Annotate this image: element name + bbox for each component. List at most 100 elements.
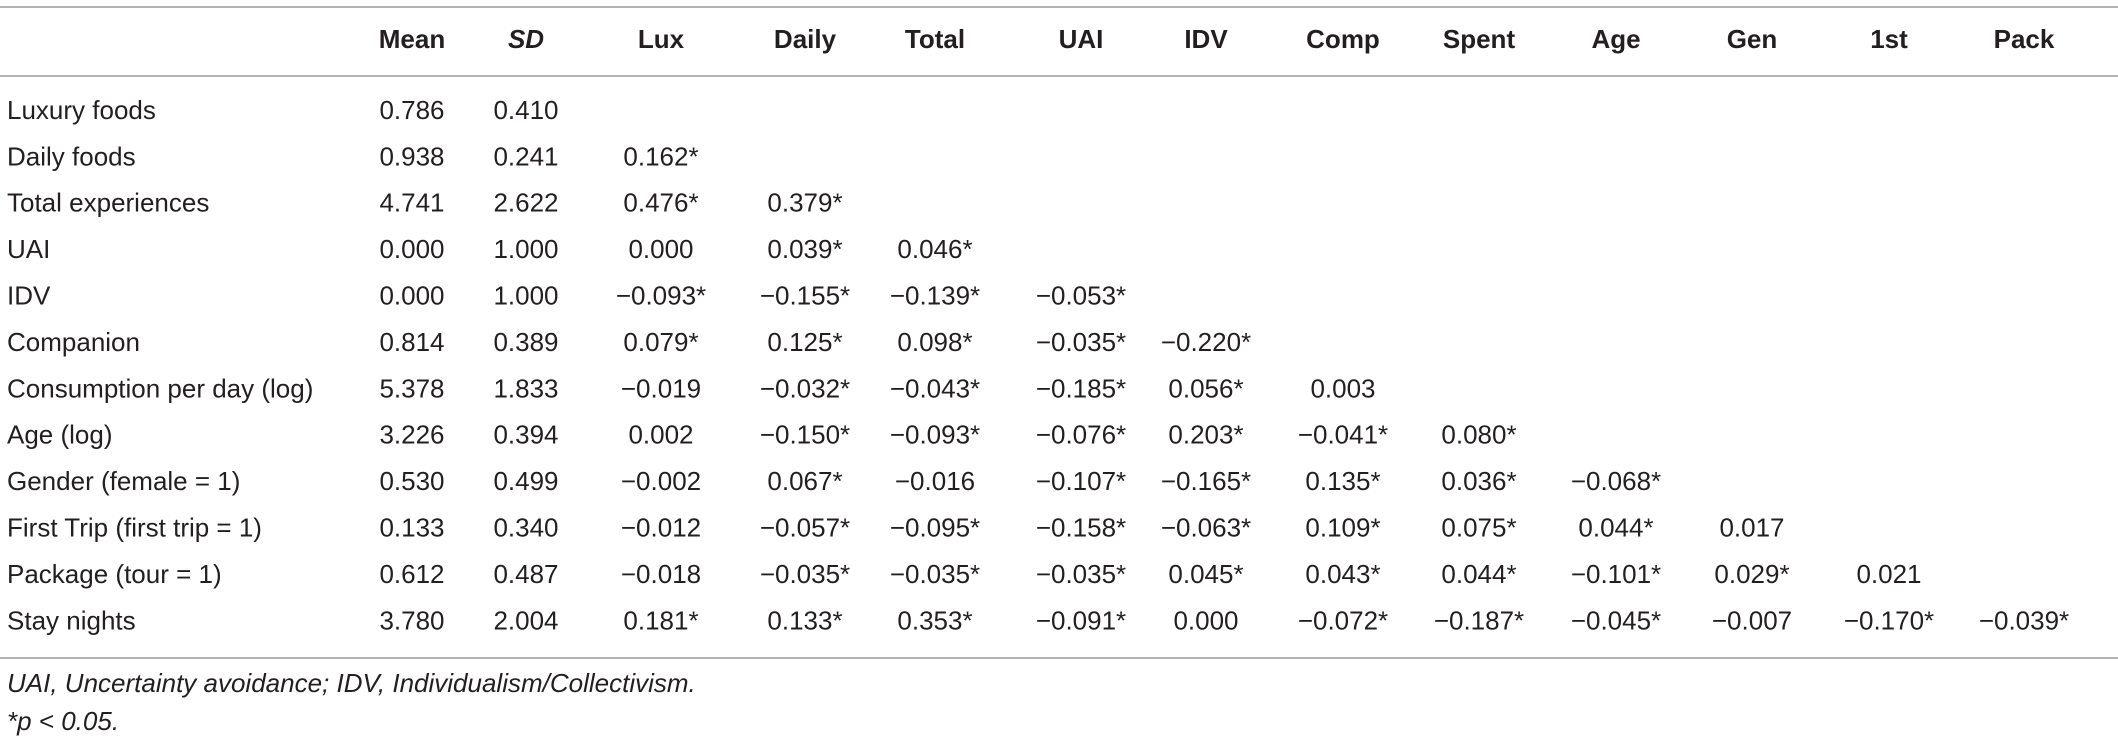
table-cell: 0.162* — [623, 141, 698, 171]
table-cell: 0.046* — [897, 234, 972, 264]
row-label: Total experiences — [7, 188, 209, 218]
table-cell: 0.000 — [379, 234, 444, 264]
row-label: First Trip (first trip = 1) — [7, 512, 262, 542]
row-label: Stay nights — [7, 605, 136, 635]
table-cell: 1.000 — [493, 280, 558, 310]
table-cell: 0.002 — [628, 420, 693, 450]
table-cell: 0.029* — [1714, 559, 1789, 589]
column-header: Comp — [1306, 24, 1380, 54]
table-cell: −0.035* — [1036, 559, 1126, 589]
table-cell: 0.499 — [493, 466, 558, 496]
column-header: Daily — [774, 24, 837, 54]
table-cell: −0.035* — [1036, 327, 1126, 357]
table-cell: −0.093* — [890, 420, 980, 450]
table-cell: −0.076* — [1036, 420, 1126, 450]
table-cell: 0.476* — [623, 188, 698, 218]
table-cell: −0.063* — [1161, 512, 1251, 542]
table-cell: 2.004 — [493, 605, 558, 635]
table-cell: 0.045* — [1168, 559, 1243, 589]
row-label: UAI — [7, 234, 50, 264]
table-cell: 0.036* — [1441, 466, 1516, 496]
table-cell: −0.093* — [616, 280, 706, 310]
table-cell: −0.187* — [1434, 605, 1524, 635]
table-cell: −0.101* — [1571, 559, 1661, 589]
table-cell: −0.016 — [895, 466, 975, 496]
row-label: IDV — [7, 280, 51, 310]
row-label: Age (log) — [7, 420, 113, 450]
column-header: SD — [508, 24, 544, 54]
table-cell: 0.000 — [628, 234, 693, 264]
table-cell: −0.091* — [1036, 605, 1126, 635]
column-header: Age — [1591, 24, 1640, 54]
table-cell: −0.107* — [1036, 466, 1126, 496]
row-label: Daily foods — [7, 141, 136, 171]
table-cell: −0.043* — [890, 373, 980, 403]
column-header: Spent — [1443, 24, 1516, 54]
table-cell: 4.741 — [379, 188, 444, 218]
column-header: UAI — [1059, 24, 1104, 54]
table-cell: 0.389 — [493, 327, 558, 357]
table-cell: 0.938 — [379, 141, 444, 171]
table-cell: 0.039* — [767, 234, 842, 264]
row-label: Consumption per day (log) — [7, 373, 313, 403]
table-cell: 0.203* — [1168, 420, 1243, 450]
table-cell: −0.018 — [621, 559, 701, 589]
table-cell: −0.007 — [1712, 605, 1792, 635]
table-cell: 1.000 — [493, 234, 558, 264]
table-cell: 0.043* — [1305, 559, 1380, 589]
footnote: UAI, Uncertainty avoidance; IDV, Individ… — [7, 668, 696, 698]
table-cell: 0.021 — [1856, 559, 1921, 589]
column-header: 1st — [1870, 24, 1908, 54]
column-header: Lux — [638, 24, 685, 54]
table-cell: 0.487 — [493, 559, 558, 589]
table-cell: −0.185* — [1036, 373, 1126, 403]
table-cell: 0.080* — [1441, 420, 1516, 450]
table-cell: 0.056* — [1168, 373, 1243, 403]
table-cell: 0.067* — [767, 466, 842, 496]
row-label: Package (tour = 1) — [7, 559, 222, 589]
table-cell: 3.780 — [379, 605, 444, 635]
table-cell: 0.003 — [1310, 373, 1375, 403]
table-cell: 0.135* — [1305, 466, 1380, 496]
table-cell: −0.150* — [760, 420, 850, 450]
table-cell: 0.814 — [379, 327, 444, 357]
table-cell: −0.039* — [1979, 605, 2069, 635]
table-cell: −0.155* — [760, 280, 850, 310]
table-cell: 0.181* — [623, 605, 698, 635]
table-cell: 3.226 — [379, 420, 444, 450]
table-cell: 0.394 — [493, 420, 558, 450]
table-cell: −0.139* — [890, 280, 980, 310]
column-header: Gen — [1727, 24, 1778, 54]
table-cell: 0.340 — [493, 512, 558, 542]
table-cell: −0.045* — [1571, 605, 1661, 635]
table-cell: 0.000 — [379, 280, 444, 310]
table-cell: 0.098* — [897, 327, 972, 357]
table-cell: 0.000 — [1173, 605, 1238, 635]
table-cell: −0.032* — [760, 373, 850, 403]
table-cell: 0.410 — [493, 95, 558, 125]
table-cell: −0.012 — [621, 512, 701, 542]
table-cell: 0.353* — [897, 605, 972, 635]
table-cell: −0.095* — [890, 512, 980, 542]
table-cell: 0.133* — [767, 605, 842, 635]
table-cell: −0.035* — [890, 559, 980, 589]
table-cell: −0.158* — [1036, 512, 1126, 542]
table-cell: 5.378 — [379, 373, 444, 403]
row-label: Gender (female = 1) — [7, 466, 240, 496]
column-header: Total — [905, 24, 965, 54]
table-cell: 0.530 — [379, 466, 444, 496]
table-cell: 0.125* — [767, 327, 842, 357]
table-cell: −0.053* — [1036, 280, 1126, 310]
table-cell: −0.057* — [760, 512, 850, 542]
table-cell: −0.002 — [621, 466, 701, 496]
table-cell: −0.072* — [1298, 605, 1388, 635]
row-label: Luxury foods — [7, 95, 156, 125]
table-cell: 2.622 — [493, 188, 558, 218]
row-label: Companion — [7, 327, 140, 357]
table-cell: 0.079* — [623, 327, 698, 357]
table-cell: 0.241 — [493, 141, 558, 171]
footnote: *p < 0.05. — [7, 706, 119, 736]
table-cell: −0.019 — [621, 373, 701, 403]
